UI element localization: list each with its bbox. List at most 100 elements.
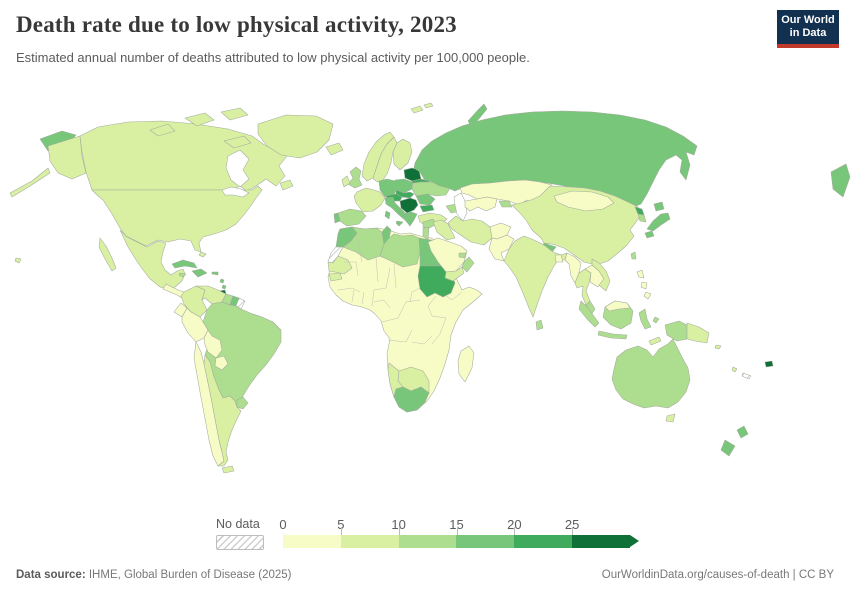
region-moluccas[interactable] [652, 316, 660, 324]
region-iceland[interactable] [325, 142, 344, 156]
region-canada[interactable] [79, 120, 288, 192]
region-spain[interactable] [337, 208, 367, 227]
legend-tick-mark [572, 527, 574, 535]
region-finland[interactable] [392, 138, 413, 171]
region-new-caledonia[interactable] [741, 372, 752, 380]
region-philippines[interactable] [636, 269, 645, 279]
region-hungary-balkans[interactable] [399, 197, 419, 214]
region-new-guinea-west[interactable] [664, 320, 688, 342]
region-mongolia[interactable] [553, 190, 615, 212]
region-israel-jordan[interactable] [422, 226, 430, 241]
region-japan-kyushu[interactable] [644, 230, 655, 239]
region-japan-hokkaido[interactable] [653, 201, 665, 212]
region-pakistan[interactable] [488, 234, 515, 262]
region-newfoundland[interactable] [279, 179, 294, 191]
region-japan-honshu[interactable] [646, 212, 671, 232]
region-bulgaria[interactable] [419, 204, 435, 213]
region-uzbekistan-turkmenistan[interactable] [464, 196, 498, 212]
region-paraguay[interactable] [214, 355, 229, 371]
region-timor[interactable] [648, 336, 662, 346]
region-thailand[interactable] [574, 268, 592, 306]
region-jamaica[interactable] [178, 272, 187, 278]
legend-color-segment[interactable] [398, 535, 457, 548]
region-java[interactable] [597, 330, 628, 340]
region-solomon-islands[interactable] [714, 344, 722, 350]
region-tasmania[interactable] [665, 413, 676, 423]
region-tajikistan-kyrgyzstan[interactable] [498, 200, 513, 208]
region-puerto-rico[interactable] [211, 271, 219, 276]
region-baja-california[interactable] [98, 237, 117, 272]
region-arctic-island[interactable] [149, 123, 176, 137]
region-iraq[interactable] [432, 219, 456, 241]
region-sardinia[interactable] [384, 210, 391, 220]
legend-color-segment[interactable] [572, 535, 630, 548]
region-hawaii[interactable] [14, 257, 22, 264]
region-philippines[interactable] [640, 281, 648, 290]
region-sri-lanka[interactable] [535, 319, 544, 331]
region-tierra-del-fuego[interactable] [221, 465, 235, 474]
region-france[interactable] [353, 187, 386, 213]
region-sumatra[interactable] [578, 300, 600, 328]
region-south-africa[interactable] [393, 386, 430, 413]
region-novaya-zemlya[interactable] [467, 103, 488, 128]
region-italy[interactable] [384, 196, 408, 221]
region-portugal[interactable] [333, 212, 341, 224]
region-vanuatu[interactable] [731, 366, 738, 373]
region-arctic-island[interactable] [220, 107, 249, 121]
region-greenland[interactable] [257, 114, 334, 159]
region-uae[interactable] [458, 252, 467, 259]
region-iran[interactable] [447, 215, 493, 246]
legend-no-data-swatch[interactable] [216, 535, 264, 550]
region-australia[interactable] [611, 338, 691, 409]
region-madagascar[interactable] [457, 345, 475, 383]
region-taiwan[interactable] [630, 251, 637, 260]
legend-color-segment[interactable] [456, 535, 515, 548]
region-uruguay[interactable] [236, 396, 249, 410]
region-oman[interactable] [461, 256, 475, 273]
legend-tick-mark [514, 527, 516, 535]
region-argentina[interactable] [203, 354, 242, 467]
region-sulawesi[interactable] [638, 308, 652, 330]
region-yemen[interactable] [444, 266, 465, 282]
region-arctic-island[interactable] [184, 112, 215, 127]
region-syria[interactable] [422, 218, 438, 229]
region-india[interactable] [503, 235, 568, 318]
region-algeria[interactable] [342, 226, 385, 261]
region-lesser-antilles[interactable] [219, 278, 227, 290]
region-mauritania[interactable] [327, 255, 353, 275]
region-svalbard[interactable] [423, 102, 434, 109]
region-chukotka-wrap-right[interactable] [830, 163, 850, 198]
region-bolivia[interactable] [203, 329, 223, 359]
region-arctic-island[interactable] [223, 135, 252, 149]
legend-color-segment[interactable] [283, 535, 341, 548]
region-new-zealand-south[interactable] [720, 439, 736, 457]
region-new-zealand-north[interactable] [736, 425, 749, 439]
region-vietnam[interactable] [591, 258, 611, 292]
region-mexico[interactable] [119, 229, 186, 291]
region-malaysia-borneo[interactable] [604, 300, 631, 312]
page-subtitle: Estimated annual number of deaths attrib… [16, 50, 530, 65]
owid-logo[interactable]: Our World in Data [777, 10, 839, 48]
region-sicily[interactable] [395, 220, 404, 227]
region-tunisia[interactable] [381, 225, 392, 245]
region-united-kingdom[interactable] [347, 166, 363, 189]
region-fiji[interactable] [764, 360, 774, 368]
region-germany[interactable] [378, 178, 397, 198]
region-cuba[interactable] [171, 259, 198, 269]
region-svalbard[interactable] [410, 105, 424, 114]
region-hispaniola[interactable] [191, 268, 208, 278]
legend-tick-label: 10 [391, 517, 406, 532]
region-aleutians[interactable] [9, 167, 51, 198]
region-usa[interactable] [91, 185, 263, 253]
region-ireland[interactable] [341, 175, 351, 188]
legend-color-segment[interactable] [340, 535, 399, 548]
region-papua-new-guinea[interactable] [686, 322, 710, 344]
region-philippines[interactable] [643, 291, 652, 300]
legend-color-segment[interactable] [514, 535, 573, 548]
region-bangladesh[interactable] [554, 254, 564, 263]
region-south-korea[interactable] [637, 213, 647, 223]
region-senegal[interactable] [328, 272, 343, 282]
credit-link[interactable]: OurWorldinData.org/causes-of-death | CC … [601, 569, 834, 581]
region-bahamas[interactable] [198, 251, 207, 258]
region-romania[interactable] [415, 193, 436, 206]
